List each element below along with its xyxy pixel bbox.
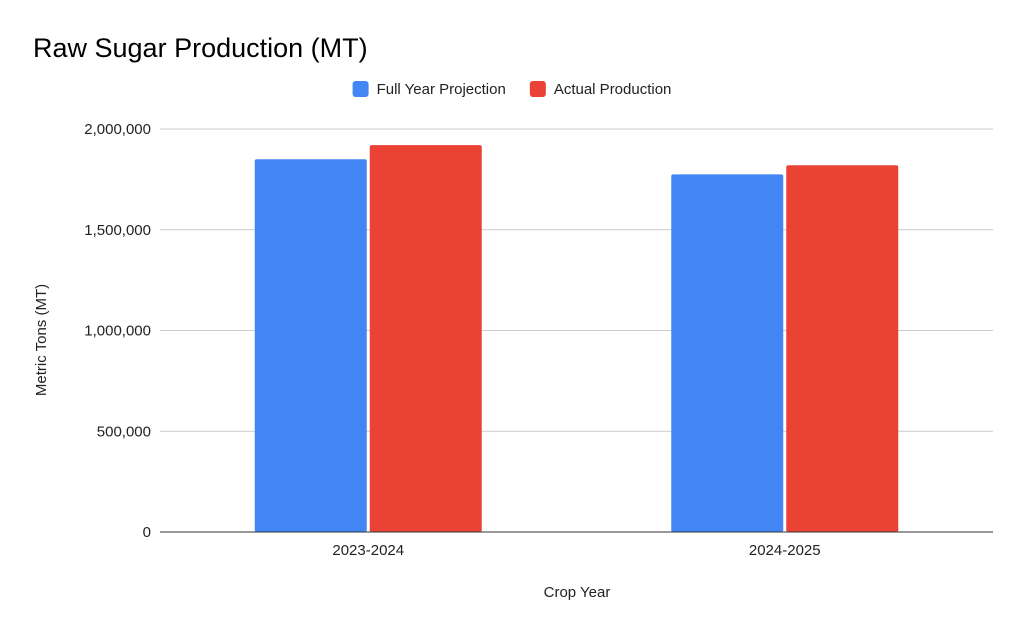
legend-label: Full Year Projection: [377, 81, 506, 98]
legend-swatch: [529, 81, 546, 97]
y-tick-label: 500,000: [97, 423, 151, 440]
bar-actual-production-2024-2025: [786, 165, 899, 532]
legend-swatch: [352, 81, 369, 97]
bar-actual-production-2023-2024: [369, 145, 482, 532]
y-axis-ticks: 0 500,000 1,000,000 1,500,000 2,000,000: [84, 121, 151, 541]
x-axis-ticks: 2023-2024 2024-2025: [332, 542, 820, 559]
bars: [254, 145, 899, 532]
bar-full-year-projection-2023-2024: [254, 159, 367, 532]
y-tick-label: 1,000,000: [84, 323, 151, 340]
x-axis-title: Crop Year: [544, 584, 611, 601]
x-tick-label: 2024-2025: [749, 542, 821, 559]
y-tick-label: 2,000,000: [84, 121, 151, 138]
chart-title: Raw Sugar Production (MT): [33, 33, 368, 63]
bar-full-year-projection-2024-2025: [671, 174, 784, 532]
y-tick-label: 0: [143, 524, 151, 541]
legend: Full Year Projection Actual Production: [352, 81, 672, 98]
x-tick-label: 2023-2024: [332, 542, 404, 559]
legend-label: Actual Production: [554, 81, 672, 98]
y-tick-label: 1,500,000: [84, 222, 151, 239]
y-axis-title: Metric Tons (MT): [33, 284, 50, 396]
